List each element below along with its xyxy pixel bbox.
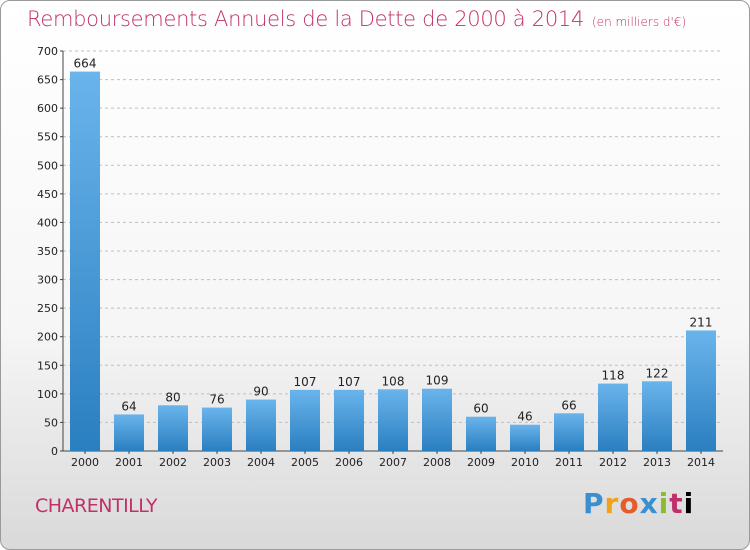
data-label-2004: 90 (253, 385, 268, 399)
data-label-2012: 118 (602, 369, 625, 383)
chart-subtitle: (en milliers d'€) (592, 15, 687, 29)
x-tick-label-2006: 2006 (335, 456, 363, 469)
bar-2008 (422, 388, 452, 451)
bar-2005 (290, 389, 320, 451)
x-tick-label-2003: 2003 (203, 456, 231, 469)
x-tick-label-2005: 2005 (291, 456, 319, 469)
commune-name: CHARENTILLY (35, 495, 157, 517)
bar-2013 (642, 381, 672, 451)
bar-2011 (554, 413, 584, 451)
y-tick-label: 100 (37, 388, 58, 401)
data-label-2006: 107 (338, 375, 361, 389)
x-tick-label-2013: 2013 (643, 456, 671, 469)
y-tick-label: 250 (37, 302, 58, 315)
data-label-2003: 76 (209, 393, 224, 407)
data-label-2001: 64 (121, 399, 136, 413)
y-tick-label: 350 (37, 245, 58, 258)
data-label-2013: 122 (646, 366, 669, 380)
x-tick-label-2012: 2012 (599, 456, 627, 469)
y-tick-label: 550 (37, 131, 58, 144)
chart-title: Remboursements Annuels de la Dette de 20… (27, 7, 687, 31)
y-tick-label: 50 (44, 416, 58, 429)
y-tick-label: 200 (37, 331, 58, 344)
data-label-2014: 211 (690, 315, 713, 329)
x-tick-label-2004: 2004 (247, 456, 275, 469)
y-tick-label: 450 (37, 188, 58, 201)
data-label-2000: 664 (74, 57, 97, 71)
data-label-2002: 80 (165, 390, 180, 404)
bar-2012 (598, 383, 628, 451)
bar-2006 (334, 389, 364, 451)
data-label-2005: 107 (294, 375, 317, 389)
bar-2001 (114, 414, 144, 451)
data-label-2009: 60 (473, 402, 488, 416)
bar-2010 (510, 424, 540, 451)
y-tick-label: 600 (37, 102, 58, 115)
y-tick-label: 500 (37, 159, 58, 172)
proxiti-logo: Proxiti (583, 487, 695, 520)
x-tick-label-2007: 2007 (379, 456, 407, 469)
bar-2003 (202, 407, 232, 451)
bar-2007 (378, 389, 408, 451)
y-tick-label: 700 (37, 45, 58, 58)
y-tick-label: 650 (37, 74, 58, 87)
bar-2004 (246, 399, 276, 451)
x-tick-label-2000: 2000 (71, 456, 99, 469)
x-tick-label-2010: 2010 (511, 456, 539, 469)
x-tick-label-2002: 2002 (159, 456, 187, 469)
data-label-2011: 66 (561, 398, 576, 412)
data-label-2008: 109 (426, 374, 449, 388)
x-tick-label-2008: 2008 (423, 456, 451, 469)
x-tick-label-2009: 2009 (467, 456, 495, 469)
bar-2009 (466, 416, 496, 451)
y-tick-label: 150 (37, 359, 58, 372)
y-tick-label: 0 (51, 445, 58, 458)
y-tick-label: 400 (37, 216, 58, 229)
bar-2000 (70, 71, 100, 452)
data-label-2007: 108 (382, 374, 405, 388)
x-tick-label-2001: 2001 (115, 456, 143, 469)
y-tick-label: 300 (37, 274, 58, 287)
bar-2014 (686, 330, 716, 451)
x-tick-label-2011: 2011 (555, 456, 583, 469)
data-label-2010: 46 (517, 410, 532, 424)
x-tick-label-2014: 2014 (687, 456, 715, 469)
bar-2002 (158, 405, 188, 451)
